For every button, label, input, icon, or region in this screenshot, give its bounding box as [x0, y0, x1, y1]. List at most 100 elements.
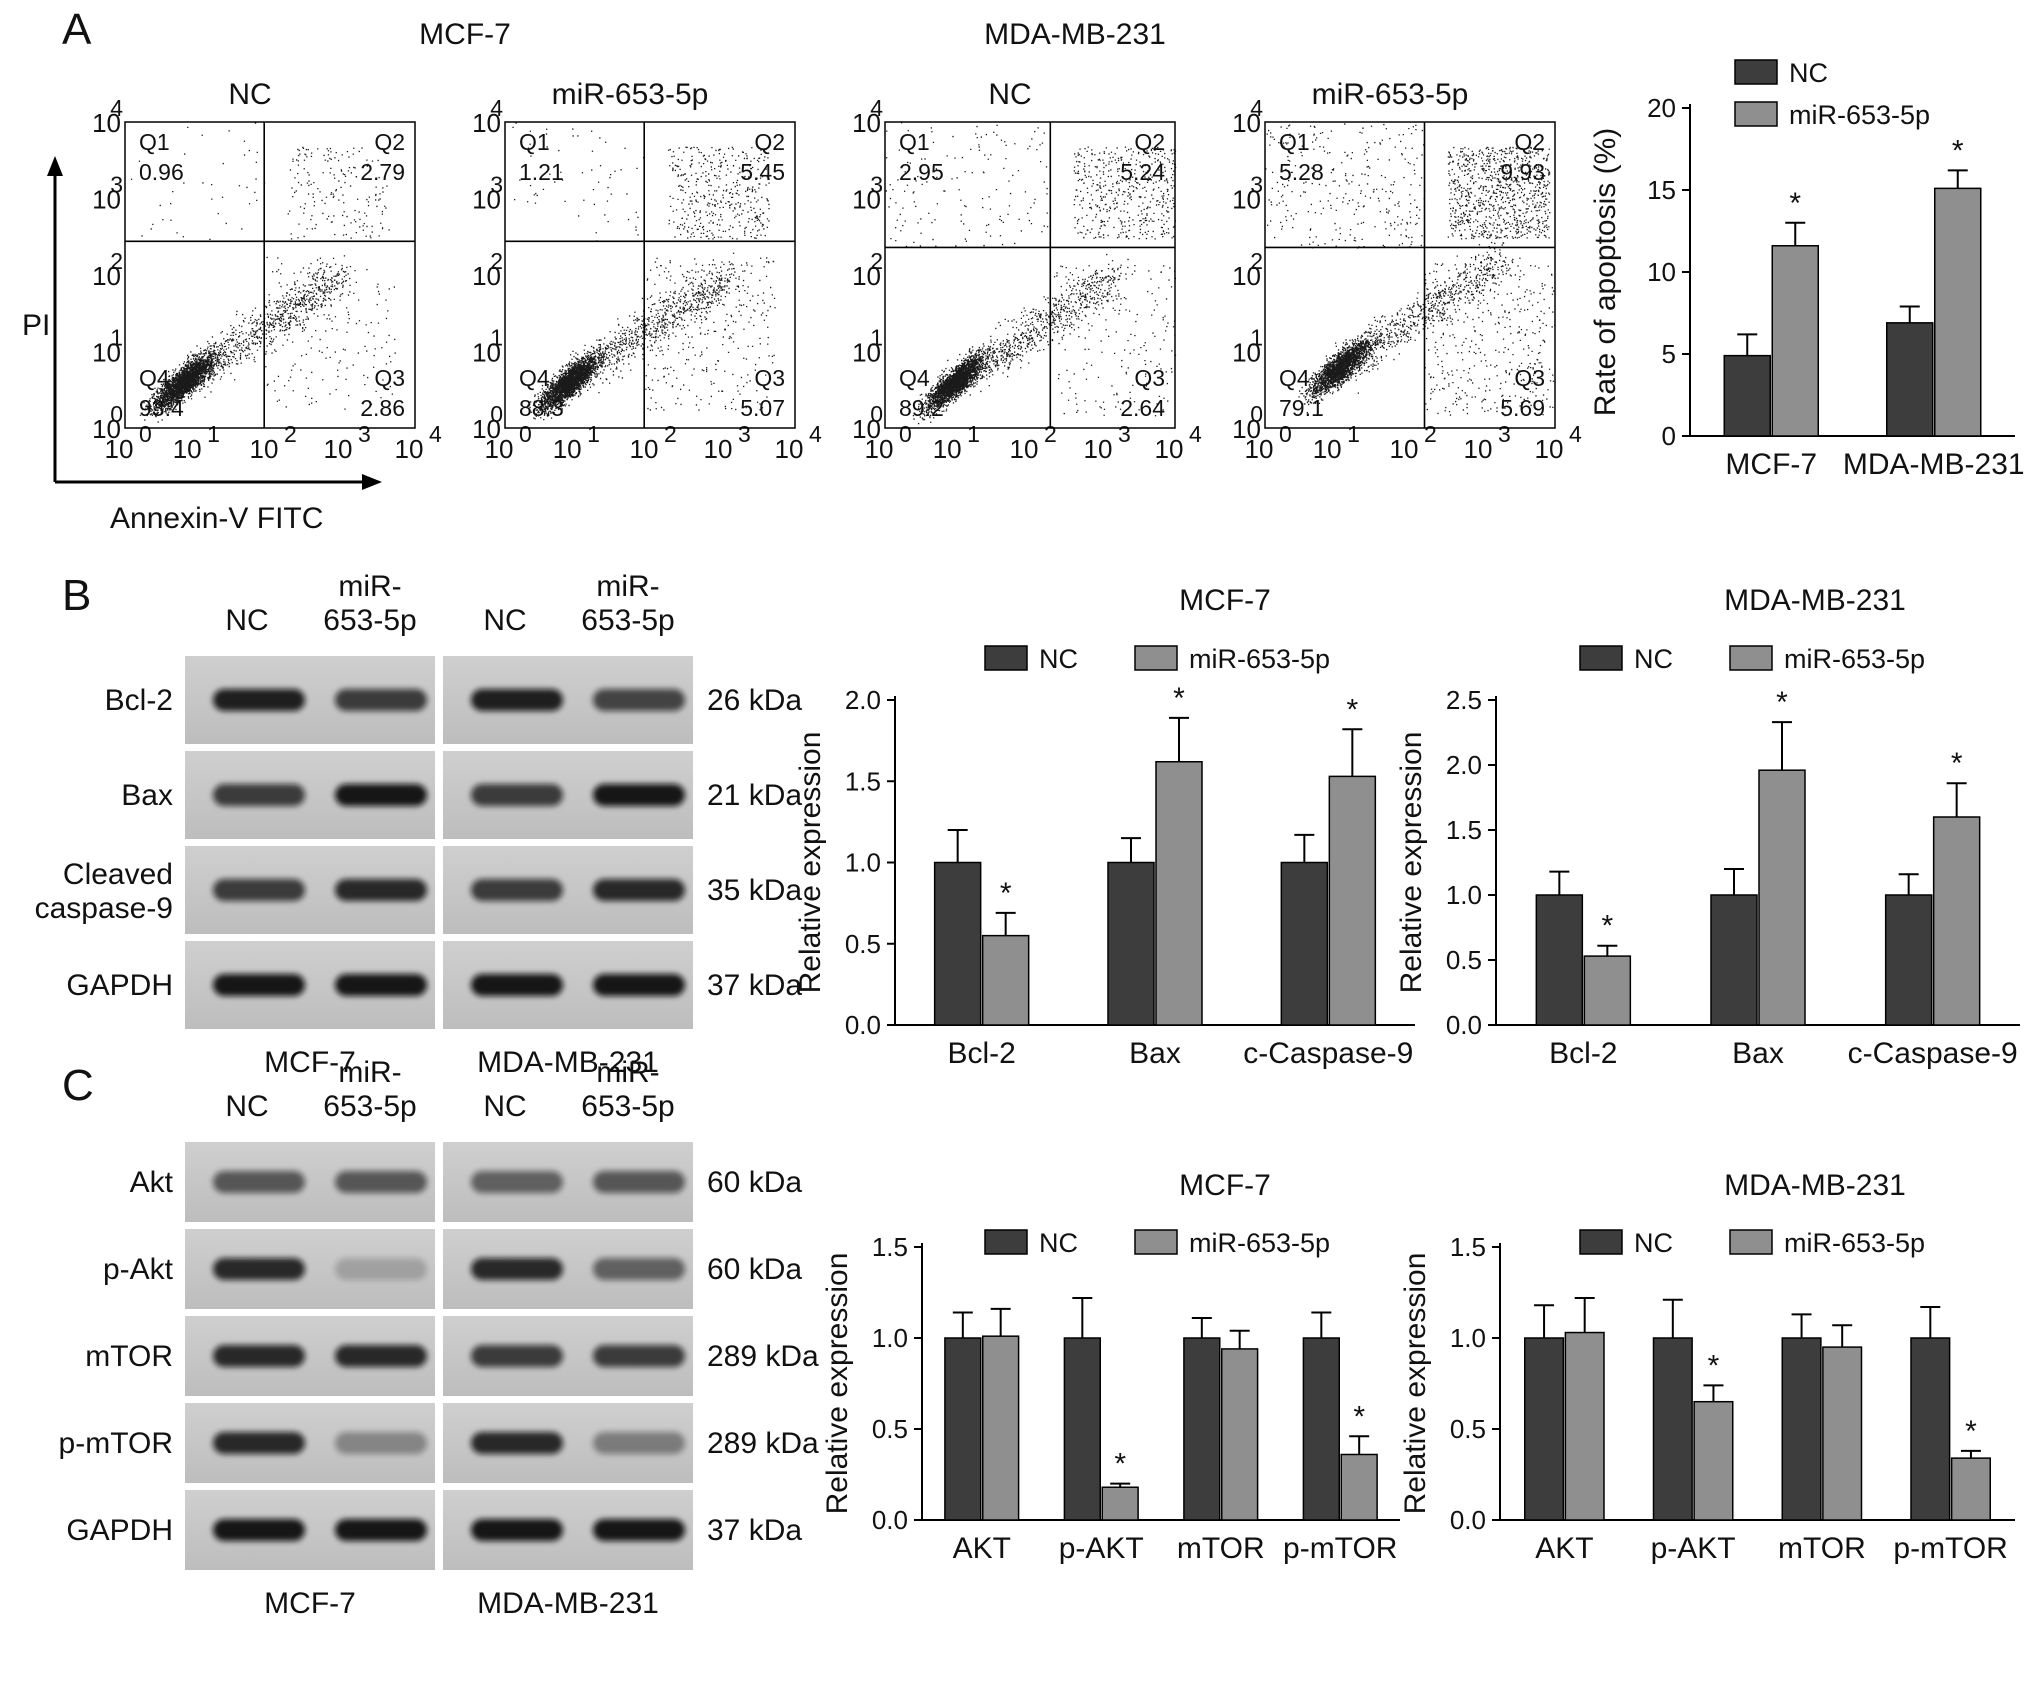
legend-swatch: [1734, 101, 1778, 127]
y-tick-label: 10: [1647, 257, 1676, 287]
flow-y-tick-exp: 2: [490, 248, 503, 274]
legend-label: NC: [1789, 58, 1828, 88]
quadrant-label-q4: Q4: [1279, 365, 1310, 391]
bar: [1340, 1453, 1378, 1521]
flow-x-tick-exp: 1: [587, 421, 600, 447]
blot-header-mir-line2: 653-5p: [581, 604, 674, 637]
x-category-label: p-AKT: [1651, 1532, 1736, 1565]
flow-y-tick: 10: [852, 414, 881, 444]
flow-plot-frame: [504, 121, 796, 429]
y-tick-label: 2.0: [845, 685, 881, 715]
blot-header-nc: NC: [483, 604, 526, 637]
quadrant-value-q3: 5.69: [1500, 395, 1545, 421]
significance-star: *: [1601, 910, 1613, 943]
flow-x-tick-exp: 4: [809, 421, 822, 447]
flow-x-tick: 10: [630, 434, 659, 464]
quadrant-value-q1: 5.28: [1279, 159, 1324, 185]
legend-swatch: [1134, 645, 1178, 671]
flow-y-tick: 10: [1232, 338, 1261, 368]
bar: [1302, 1337, 1341, 1521]
bar: [1758, 769, 1806, 1026]
bar: [1781, 1337, 1822, 1521]
protein-band: [593, 1519, 685, 1541]
blot-header-mir-line1: miR-: [338, 570, 401, 603]
quadrant-label-q2: Q2: [1514, 129, 1545, 155]
flow-plot-frame: [1264, 121, 1556, 429]
flow-x-tick: 10: [1535, 434, 1564, 464]
x-category-label: Bcl-2: [1549, 1037, 1617, 1070]
flow-x-tick: 10: [1010, 434, 1039, 464]
significance-star: *: [1951, 747, 1963, 780]
flow-x-tick-exp: 0: [139, 421, 152, 447]
protein-band: [213, 1519, 305, 1541]
quadrant-value-q3: 2.86: [360, 395, 405, 421]
x-category-label: AKT: [953, 1532, 1011, 1565]
quadrant-label-q1: Q1: [139, 129, 170, 155]
legend-label: miR-653-5p: [1784, 644, 1925, 674]
blot-row-label: Bcl-2: [105, 684, 173, 717]
protein-band: [593, 879, 685, 901]
quadrant-value-q2: 5.24: [1120, 159, 1165, 185]
protein-band: [471, 879, 563, 901]
protein-band: [471, 1432, 563, 1454]
bar: [1822, 1346, 1863, 1521]
flow-x-tick-exp: 2: [1424, 421, 1437, 447]
quadrant-label-q2: Q2: [754, 129, 785, 155]
protein-band: [593, 784, 685, 806]
quadrant-value-q1: 1.21: [519, 159, 564, 185]
y-tick-label: 1.5: [872, 1232, 908, 1262]
flow-y-tick-exp: 0: [1250, 401, 1263, 427]
legend-swatch: [1734, 59, 1778, 85]
bar: [1328, 775, 1377, 1026]
x-category-label: p-mTOR: [1283, 1532, 1397, 1565]
y-tick-label: 1.0: [1450, 1323, 1486, 1353]
flow-y-tick: 10: [852, 108, 881, 138]
flow-plot-title: miR-653-5p: [1312, 78, 1469, 111]
y-tick-label: 2.5: [1446, 685, 1482, 715]
blot-row-label: Akt: [130, 1166, 174, 1199]
flow-xlabel: Annexin-V FITC: [110, 502, 323, 535]
y-axis-label: Relative expression: [1399, 1253, 1432, 1515]
protein-band: [593, 974, 685, 996]
panel-label-b: B: [62, 571, 91, 620]
x-category-label: AKT: [1535, 1532, 1593, 1565]
flow-title-mcf7: MCF-7: [419, 18, 511, 51]
flow-plot-title: NC: [228, 78, 271, 111]
flow-ylabel: PI: [22, 309, 50, 342]
protein-band: [335, 1345, 427, 1367]
flow-x-tick-exp: 0: [1279, 421, 1292, 447]
protein-band: [471, 974, 563, 996]
bar: [1932, 816, 1981, 1026]
annexin-arrow-head: [362, 474, 382, 490]
quadrant-label-q4: Q4: [899, 365, 930, 391]
flow-y-tick-exp: 0: [870, 401, 883, 427]
flow-x-tick: 10: [1155, 434, 1184, 464]
y-tick-label: 0.5: [1446, 945, 1482, 975]
flow-title-mdamb231: MDA-MB-231: [984, 18, 1166, 51]
blot-molecular-weight: 21 kDa: [707, 779, 802, 812]
blot-cell-line-label: MDA-MB-231: [477, 1046, 659, 1079]
bar: [1524, 1337, 1565, 1521]
y-tick-label: 0.5: [845, 929, 881, 959]
bar: [1583, 955, 1632, 1026]
flow-x-tick: 10: [485, 434, 514, 464]
y-tick-label: 0: [1662, 421, 1676, 451]
legend-label: NC: [1039, 644, 1078, 674]
blot-molecular-weight: 60 kDa: [707, 1253, 802, 1286]
bar: [1950, 1457, 1991, 1521]
flow-x-tick: 10: [775, 434, 804, 464]
bar: [1771, 245, 1819, 437]
protein-band: [213, 1432, 305, 1454]
significance-star: *: [1353, 1400, 1365, 1433]
x-category-label: mTOR: [1778, 1532, 1866, 1565]
flow-x-tick-exp: 2: [664, 421, 677, 447]
flow-y-tick: 10: [1232, 108, 1261, 138]
quadrant-value-q1: 2.95: [899, 159, 944, 185]
blot-row-label: Cleaved: [63, 858, 173, 891]
flow-x-tick-exp: 4: [1189, 421, 1202, 447]
y-tick-label: 0.0: [845, 1010, 881, 1040]
flow-y-tick: 10: [1232, 185, 1261, 215]
bar: [1723, 354, 1771, 437]
